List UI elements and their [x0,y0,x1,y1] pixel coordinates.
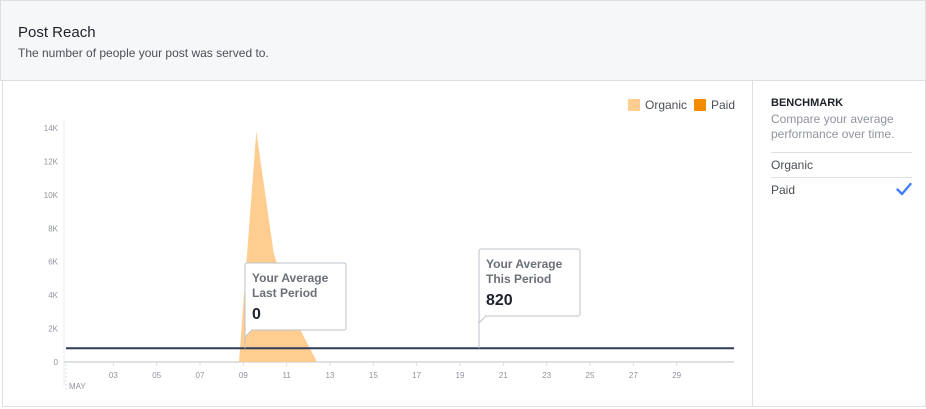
x-tick-label: 23 [542,371,551,380]
tooltip-value: 0 [252,306,261,323]
benchmark-option-organic[interactable]: Organic [771,152,912,177]
x-tick-label: 05 [152,371,161,380]
tooltip-line2: Last Period [252,286,317,300]
benchmark-option-paid[interactable]: Paid [771,177,912,202]
page-subtitle: The number of people your post was serve… [18,46,269,60]
tooltip-line2: This Period [486,272,551,286]
y-tick-label: 2K [48,325,58,334]
x-tick-label: 13 [326,371,335,380]
tooltip-line1: Your Average [252,271,329,285]
paid-swatch [694,99,706,111]
page-title: Post Reach [18,24,96,41]
y-tick-label: 0 [54,358,59,367]
x-tick-label: 11 [283,371,292,380]
x-tick-label: 15 [369,371,378,380]
tooltip-box [244,262,347,331]
tooltip-value: 820 [486,292,513,309]
post-reach-chart: 0 2K 4K 6K 8K 10K 12K 14K 03 05 07 09 11 13 15 17 19 21 2… [44,120,734,391]
legend-organic-label: Organic [645,98,688,112]
x-tick-label: 17 [412,371,421,380]
legend-organic[interactable]: Organic [628,98,687,112]
tooltip-line1: Your Average [486,257,563,271]
x-tick-label: 07 [196,371,205,380]
x-tick-label: 25 [586,371,595,380]
x-tick-label: 19 [456,371,465,380]
y-tick-label: 12K [44,157,59,166]
x-tick-label: 21 [499,371,508,380]
checkmark-icon [896,182,912,196]
x-tick-label: 29 [672,371,681,380]
organic-swatch [628,99,640,111]
x-tick-label: 27 [629,371,638,380]
y-tick-label: 6K [48,258,58,267]
tooltip-box [478,248,581,317]
x-tick-label: 09 [239,371,248,380]
benchmark-option-label: Organic [771,158,814,172]
x-tick-label: 03 [109,371,118,380]
y-tick-label: 14K [44,124,59,133]
chart-panel: Organic Paid 0 2K 4K 6K 8K 10K 12K 14K 03 05 07 09… [2,81,752,407]
benchmark-title: BENCHMARK [771,97,844,109]
x-month-label: MAY [69,382,86,391]
tooltip-pointer [244,329,253,339]
benchmark-option-label: Paid [771,183,796,197]
legend-paid-label: Paid [711,98,736,112]
card-header: Post Reach The number of people your pos… [0,0,926,81]
benchmark-panel: BENCHMARK Compare your average performan… [752,81,926,407]
y-tick-label: 4K [48,291,58,300]
benchmark-description: Compare your average performance over ti… [771,112,895,141]
legend-paid[interactable]: Paid [694,98,735,112]
y-tick-label: 8K [48,224,58,233]
y-tick-label: 10K [44,191,59,200]
tooltip-pointer [478,315,487,325]
